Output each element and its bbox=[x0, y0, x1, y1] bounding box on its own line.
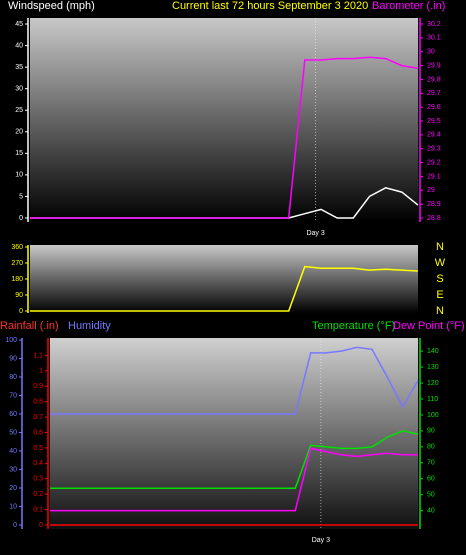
tick-label: E bbox=[436, 289, 443, 301]
series-line bbox=[30, 265, 419, 312]
tick-label: 0 bbox=[19, 215, 23, 222]
tick-label: 0 bbox=[39, 522, 43, 529]
tick-label: 0.8 bbox=[33, 399, 43, 406]
x-tick-label: Day 3 bbox=[306, 230, 324, 237]
series-line bbox=[50, 346, 419, 415]
series-label: Windspeed (mph) bbox=[8, 0, 95, 12]
tick-label: 1.1 bbox=[33, 352, 43, 359]
tick-label: N bbox=[436, 305, 444, 317]
tick-label: 50 bbox=[9, 429, 17, 436]
tick-label: 29.8 bbox=[427, 76, 441, 83]
tick-label: 70 bbox=[9, 392, 17, 399]
tick-label: 70 bbox=[427, 460, 435, 467]
tick-label: 80 bbox=[9, 374, 17, 381]
tick-label: 29.6 bbox=[427, 104, 441, 111]
series-label: Dew Point (°F) bbox=[393, 320, 465, 332]
tick-label: 50 bbox=[427, 492, 435, 499]
tick-label: 0 bbox=[13, 522, 17, 529]
series-label: Humidity bbox=[68, 320, 111, 332]
tick-label: 30 bbox=[9, 466, 17, 473]
x-tick-label: Day 3 bbox=[312, 537, 330, 544]
tick-label: 29.9 bbox=[427, 62, 441, 69]
series-label: Temperature (°F) bbox=[312, 320, 395, 332]
tick-label: 110 bbox=[427, 396, 438, 403]
tick-label: 180 bbox=[11, 276, 23, 283]
tick-label: 270 bbox=[11, 260, 23, 267]
tick-label: 5 bbox=[19, 193, 23, 200]
tick-label: 0.4 bbox=[33, 460, 43, 467]
tick-label: 100 bbox=[427, 412, 439, 419]
tick-label: 0.2 bbox=[33, 491, 43, 498]
tick-label: 28.8 bbox=[427, 215, 441, 222]
series-line bbox=[30, 56, 419, 219]
tick-label: 0.3 bbox=[33, 476, 43, 483]
tick-label: 29.7 bbox=[427, 90, 441, 97]
tick-label: 1 bbox=[39, 368, 43, 375]
tick-label: 60 bbox=[9, 411, 17, 418]
tick-label: 30.1 bbox=[427, 35, 441, 42]
plot-area bbox=[50, 338, 418, 529]
tick-label: 30 bbox=[15, 86, 23, 93]
series-label: Rainfall (.in) bbox=[0, 320, 59, 332]
tick-label: 130 bbox=[427, 364, 439, 371]
tick-label: 29 bbox=[427, 187, 435, 194]
tick-label: 0.7 bbox=[33, 414, 43, 421]
tick-label: 100 bbox=[5, 337, 17, 344]
tick-label: 30.2 bbox=[427, 21, 441, 28]
tick-label: 29.4 bbox=[427, 132, 441, 139]
tick-label: 90 bbox=[427, 428, 435, 435]
tick-label: 29.5 bbox=[427, 118, 441, 125]
tick-label: 29.3 bbox=[427, 146, 441, 153]
tick-label: 140 bbox=[427, 348, 439, 355]
tick-label: 20 bbox=[9, 485, 17, 492]
tick-label: 35 bbox=[15, 64, 23, 71]
tick-label: 90 bbox=[9, 355, 17, 362]
tick-label: 60 bbox=[427, 476, 435, 483]
tick-label: 80 bbox=[427, 444, 435, 451]
tick-label: 30 bbox=[427, 49, 435, 56]
tick-label: S bbox=[436, 273, 443, 285]
tick-label: 0.6 bbox=[33, 429, 43, 436]
tick-label: 45 bbox=[15, 21, 23, 28]
chart-title: Current last 72 hours September 3 2020 bbox=[172, 0, 368, 12]
tick-label: 0.5 bbox=[33, 445, 43, 452]
series-line bbox=[50, 447, 418, 512]
tick-label: W bbox=[435, 257, 446, 269]
tick-label: N bbox=[436, 241, 444, 253]
tick-label: 360 bbox=[11, 244, 23, 251]
tick-label: 40 bbox=[427, 507, 435, 514]
tick-label: 0 bbox=[19, 308, 23, 315]
tick-label: 0.1 bbox=[33, 506, 43, 513]
tick-label: 10 bbox=[15, 172, 23, 179]
series-label: Barometer (.in) bbox=[372, 0, 445, 12]
plot-area bbox=[30, 245, 418, 313]
plot-area bbox=[30, 18, 418, 222]
tick-label: 25 bbox=[15, 107, 23, 114]
tick-label: 0.9 bbox=[33, 383, 43, 390]
tick-label: 20 bbox=[15, 129, 23, 136]
tick-label: 120 bbox=[427, 380, 439, 387]
tick-label: 40 bbox=[15, 42, 23, 49]
series-line bbox=[50, 430, 419, 490]
tick-label: 29.2 bbox=[427, 159, 441, 166]
tick-label: 10 bbox=[9, 503, 17, 510]
tick-label: 40 bbox=[9, 448, 17, 455]
tick-label: 28.9 bbox=[427, 201, 441, 208]
tick-label: 29.1 bbox=[427, 173, 441, 180]
tick-label: 15 bbox=[15, 150, 23, 157]
tick-label: 90 bbox=[15, 292, 23, 299]
